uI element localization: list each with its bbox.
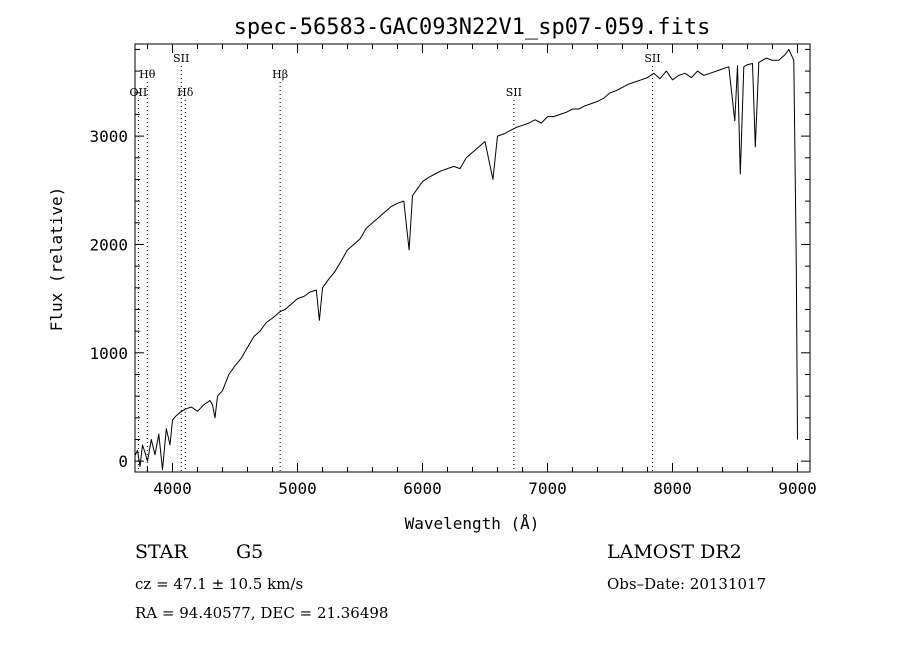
y-tick-label: 3000 — [89, 127, 128, 146]
coordinates-label: RA = 94.40577, DEC = 21.36498 — [135, 604, 389, 622]
x-tick-label: 4000 — [153, 479, 192, 498]
redshift-label: cz = 47.1 ± 10.5 km/s — [135, 575, 304, 593]
object-class-label: STAR — [135, 541, 188, 563]
x-tick-label: 5000 — [278, 479, 317, 498]
x-tick-label: 9000 — [778, 479, 817, 498]
x-axis-label: Wavelength (Å) — [405, 514, 540, 533]
plot-frame — [134, 43, 811, 473]
x-tick-label: 8000 — [653, 479, 692, 498]
line-label: SII — [173, 52, 189, 65]
line-label: Hδ — [177, 86, 194, 99]
x-tick-label: 6000 — [403, 479, 442, 498]
line-label: Hθ — [139, 68, 156, 81]
chart-title: spec-56583-GAC093N22V1_sp07-059.fits — [234, 15, 711, 40]
x-tick-label: 7000 — [528, 479, 567, 498]
obs-date-label: Obs–Date: 20131017 — [607, 575, 767, 593]
survey-label: LAMOST DR2 — [607, 541, 742, 563]
y-axis-label: Flux (relative) — [47, 187, 66, 332]
y-tick-label: 1000 — [89, 344, 128, 363]
subclass-label: G5 — [236, 541, 264, 563]
spectrum-line — [134, 48, 798, 471]
line-label: SII — [506, 86, 522, 99]
line-label: SII — [644, 52, 660, 65]
line-label: Hβ — [272, 68, 288, 81]
y-tick-label: 2000 — [89, 235, 128, 254]
y-tick-label: 0 — [118, 452, 128, 471]
